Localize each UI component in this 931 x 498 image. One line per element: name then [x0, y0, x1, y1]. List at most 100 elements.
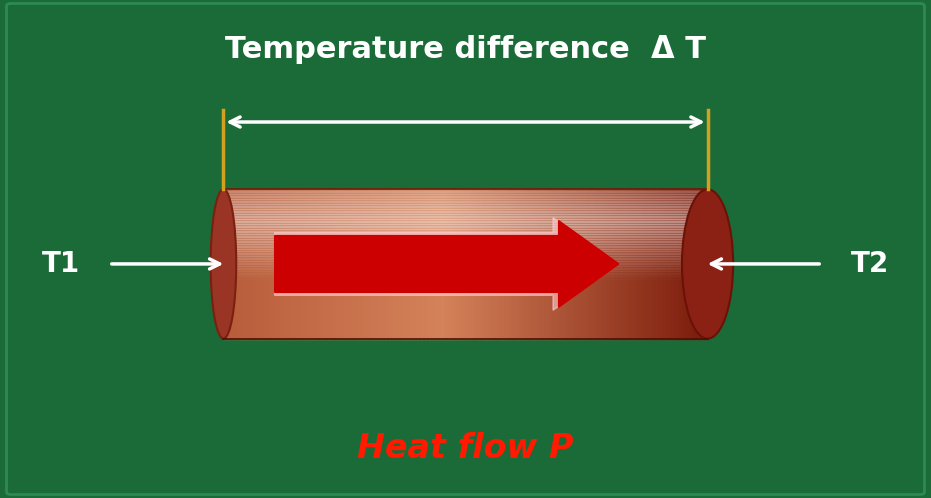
Bar — [223, 293, 708, 296]
Bar — [687, 189, 693, 339]
Bar — [453, 189, 458, 339]
Bar — [445, 189, 451, 339]
Bar — [651, 189, 656, 339]
Bar — [348, 189, 354, 339]
Bar — [457, 189, 463, 339]
Bar — [223, 308, 708, 311]
Bar — [510, 189, 515, 339]
Bar — [223, 206, 708, 209]
Text: T2: T2 — [851, 250, 889, 278]
Bar — [223, 281, 708, 284]
Bar — [223, 189, 228, 339]
Bar — [284, 189, 289, 339]
Bar — [692, 189, 696, 339]
Bar — [514, 189, 519, 339]
Text: Temperature difference  Δ T: Temperature difference Δ T — [225, 35, 706, 64]
Bar — [578, 189, 584, 339]
Bar — [223, 268, 708, 271]
Bar — [417, 189, 422, 339]
Bar — [413, 189, 418, 339]
Bar — [223, 283, 708, 286]
Bar — [292, 189, 297, 339]
Bar — [530, 189, 535, 339]
Bar — [223, 253, 708, 256]
Bar — [372, 189, 378, 339]
Bar — [344, 189, 349, 339]
Bar — [223, 256, 708, 259]
Bar — [223, 244, 708, 247]
Bar — [441, 189, 446, 339]
Bar — [559, 189, 563, 339]
Bar — [223, 236, 708, 239]
Bar — [655, 189, 660, 339]
Bar — [223, 199, 708, 202]
Bar — [353, 189, 358, 339]
Bar — [232, 189, 236, 339]
Bar — [614, 189, 620, 339]
Bar — [223, 229, 708, 232]
Bar — [223, 224, 708, 227]
Bar — [248, 189, 252, 339]
Bar — [571, 189, 575, 339]
Bar — [680, 189, 684, 339]
Bar — [223, 298, 708, 301]
Bar — [474, 189, 479, 339]
Bar — [635, 189, 640, 339]
Bar — [223, 303, 708, 306]
Bar — [643, 189, 648, 339]
Bar — [611, 189, 615, 339]
Bar — [502, 189, 506, 339]
Bar — [223, 291, 708, 294]
Ellipse shape — [681, 189, 734, 339]
Bar — [623, 189, 627, 339]
Bar — [671, 189, 676, 339]
Bar — [566, 189, 572, 339]
Bar — [360, 189, 366, 339]
Bar — [599, 189, 603, 339]
Bar — [272, 189, 277, 339]
Ellipse shape — [210, 189, 236, 339]
Bar — [506, 189, 511, 339]
Bar — [223, 276, 708, 279]
Bar — [393, 189, 398, 339]
Bar — [401, 189, 406, 339]
Bar — [223, 266, 708, 269]
Bar — [223, 191, 708, 194]
Bar — [639, 189, 644, 339]
Bar — [223, 226, 708, 229]
Bar — [223, 221, 708, 224]
Bar — [542, 189, 547, 339]
Bar — [493, 189, 499, 339]
Bar — [377, 189, 382, 339]
Bar — [268, 189, 273, 339]
Bar — [312, 189, 317, 339]
Bar — [223, 318, 708, 321]
Bar — [486, 189, 491, 339]
Bar — [409, 189, 414, 339]
Bar — [583, 189, 587, 339]
Bar — [308, 189, 313, 339]
Bar — [562, 189, 567, 339]
Bar — [263, 189, 269, 339]
Bar — [223, 336, 708, 339]
Bar — [518, 189, 523, 339]
FancyArrow shape — [275, 218, 619, 310]
Bar — [462, 189, 466, 339]
Bar — [704, 189, 708, 339]
Bar — [236, 189, 240, 339]
Bar — [469, 189, 475, 339]
Bar — [602, 189, 608, 339]
Bar — [256, 189, 261, 339]
Bar — [425, 189, 430, 339]
Bar — [481, 189, 487, 339]
Bar — [647, 189, 652, 339]
Bar — [534, 189, 539, 339]
Bar — [223, 211, 708, 214]
Bar — [223, 241, 708, 244]
Bar — [357, 189, 361, 339]
Text: Heat flow P: Heat flow P — [358, 432, 573, 465]
Bar — [336, 189, 342, 339]
Bar — [223, 204, 708, 207]
Bar — [590, 189, 596, 339]
Bar — [239, 189, 245, 339]
